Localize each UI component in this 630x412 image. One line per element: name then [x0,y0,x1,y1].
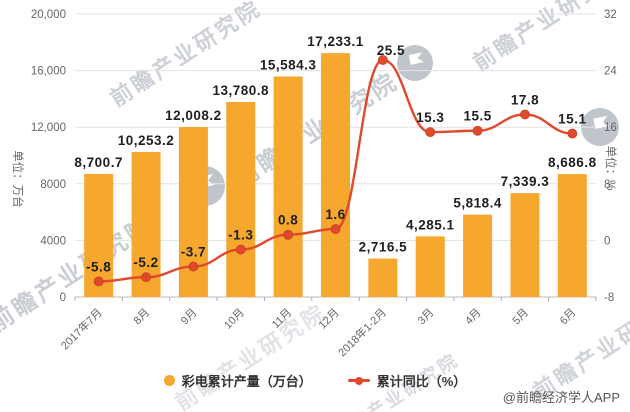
bar [415,236,445,297]
legend: 彩电累计产量（万台） 累计同比（%） [0,371,630,390]
left-axis-tick-label: 20,000 [31,9,66,21]
line-value-label: -3.7 [181,245,206,260]
bar [178,127,208,297]
line-value-label: 25.5 [377,43,405,58]
line-value-label: 15.5 [463,109,491,124]
bar-value-label: 5,818.4 [453,196,502,211]
bar-value-label: 8,686.8 [548,155,597,170]
bar-value-label: 12,008.2 [165,108,222,123]
line-value-label: -1.3 [228,228,253,243]
bar [226,102,256,297]
left-axis-tick-label: 4000 [40,235,66,247]
line-value-label: -5.8 [86,259,111,274]
bar [321,53,350,297]
bar-value-label: 8,700.7 [74,155,123,170]
right-axis-tick-label: 16 [604,122,617,134]
bar [463,214,493,297]
right-axis-tick-label: 0 [604,235,610,247]
left-axis-tick-label: 0 [60,292,66,304]
bar-value-label: 4,285.1 [406,217,455,232]
left-axis-tick-label: 12,000 [31,122,66,134]
legend-circle-marker-icon [163,375,175,386]
right-axis-title: 单位：% [604,145,616,191]
line-point [472,125,483,136]
x-axis-label: 11月 [270,307,294,331]
line-point [377,55,388,65]
bar [84,173,114,297]
line-point [520,109,530,120]
line-point [235,244,246,255]
x-axis-label: 2017年7月 [58,305,105,352]
line-value-label: -5.2 [133,255,158,270]
line-value-label: 1.6 [325,207,345,222]
bar [510,193,540,297]
x-axis-label: 4月 [463,307,484,328]
line-value-label: 15.1 [558,112,586,127]
x-axis-label: 12月 [317,307,342,332]
bar-value-label: 10,253.2 [118,133,175,148]
line-point [425,127,436,138]
line-point [283,229,294,240]
bar [557,174,587,297]
x-axis-label: 2018年1-2月 [335,305,389,359]
x-axis-label: 5月 [510,307,531,328]
bar-value-label: 2,716.5 [359,240,408,255]
legend-label: 彩电累计产量（万台） [181,374,312,389]
bar-value-label: 15,584.3 [260,57,317,72]
line-point [330,224,341,234]
bar-value-label: 17,233.1 [307,34,364,49]
bar [273,76,303,298]
legend-item-production: 彩电累计产量（万台） [163,371,312,390]
x-axis-label: 6月 [558,307,579,328]
x-axis-label: 9月 [179,307,200,328]
x-axis-label: 8月 [132,307,153,328]
line-point [93,276,104,287]
legend-label: 累计同比（%） [376,374,467,389]
bar-value-label: 7,339.3 [501,174,550,189]
left-axis-tick-label: 16,000 [31,66,66,78]
line-point [141,272,151,283]
left-axis-tick-label: 8000 [40,179,66,191]
x-axis-label: 3月 [416,307,437,328]
line-point [567,128,578,139]
bar-value-label: 13,780.8 [212,83,269,98]
line-value-label: 17.8 [511,92,539,107]
left-axis-title: 单位：万台 [11,150,23,208]
right-axis-tick-label: 32 [604,9,617,21]
legend-linedot-marker-icon [347,376,370,385]
right-axis-tick-label: 8 [604,179,610,191]
right-axis-tick-label: -8 [604,292,614,304]
credit-text: @前瞻经济学人APP [502,390,620,405]
right-axis-tick-label: 24 [604,66,617,78]
line-value-label: 15.3 [416,110,444,125]
legend-item-yoy: 累计同比（%） [347,371,467,390]
line-point [188,261,199,272]
bar [368,258,398,297]
x-axis-label: 10月 [222,307,247,332]
line-value-label: 0.8 [278,213,298,228]
